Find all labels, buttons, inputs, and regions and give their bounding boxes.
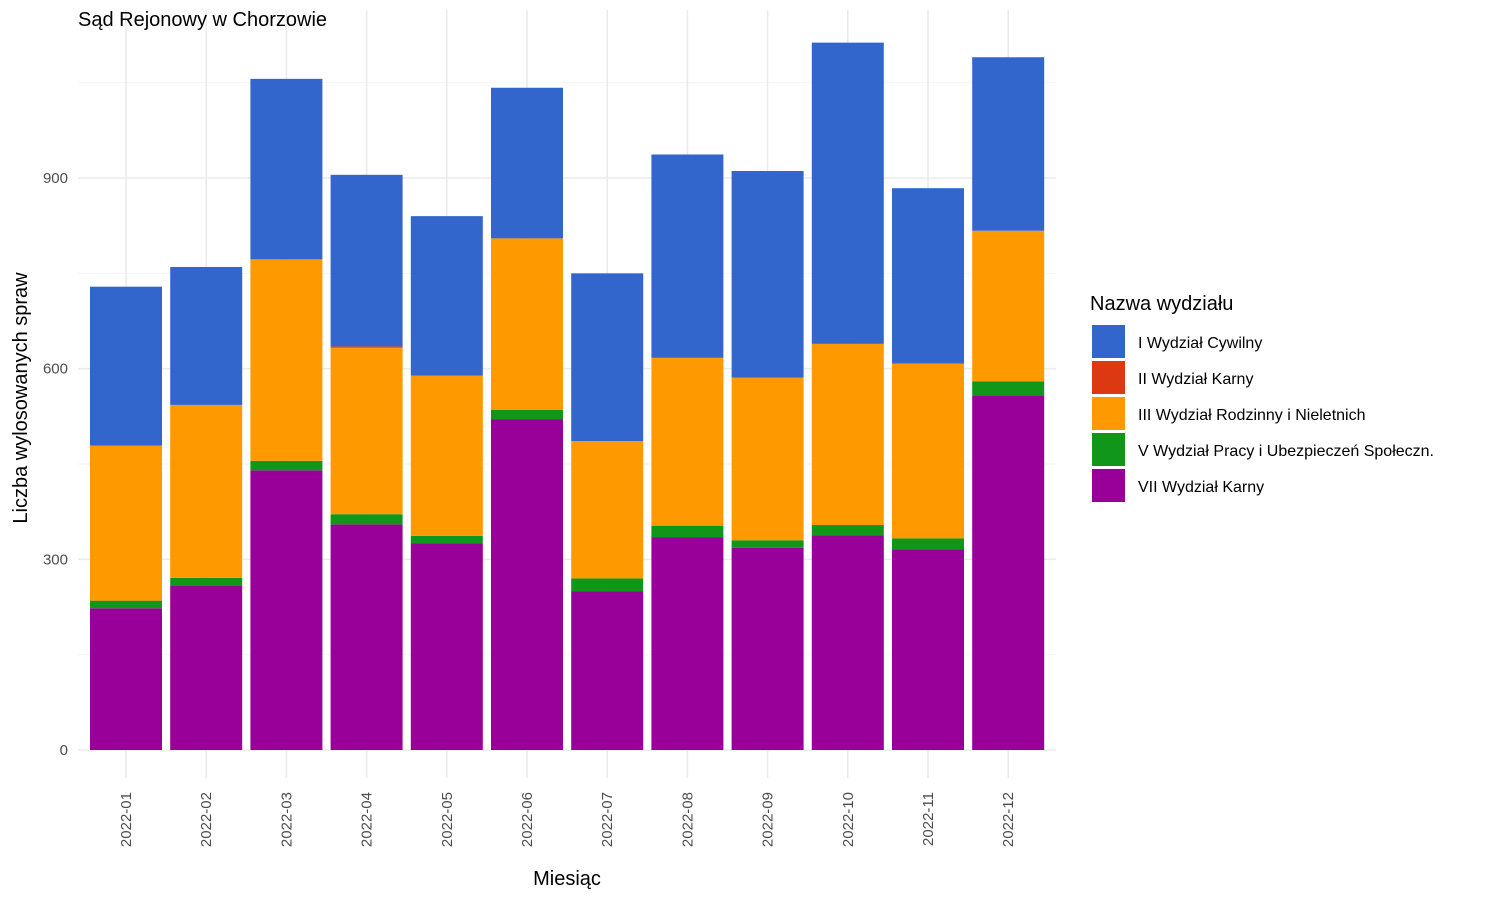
bar-segment bbox=[972, 57, 1045, 231]
bar-segment bbox=[170, 586, 243, 750]
legend-label: VII Wydział Karny bbox=[1138, 479, 1264, 496]
x-tick-label: 2022-06 bbox=[519, 792, 536, 847]
bar-segment bbox=[651, 525, 724, 538]
y-tick-label: 600 bbox=[43, 361, 68, 378]
x-tick-label: 2022-01 bbox=[118, 792, 135, 847]
legend-label: V Wydział Pracy i Ubezpieczeń Społeczn. bbox=[1138, 443, 1434, 460]
bar-segment bbox=[892, 188, 964, 363]
bar-segment bbox=[811, 42, 884, 344]
bar-segment bbox=[571, 578, 644, 592]
bar-segment bbox=[491, 419, 563, 750]
bar-segment bbox=[491, 87, 563, 239]
bar-segment bbox=[811, 343, 884, 526]
bar-segment bbox=[972, 381, 1045, 396]
bar-segment bbox=[90, 600, 162, 609]
bar-segment bbox=[651, 154, 724, 358]
x-tick-label: 2022-05 bbox=[439, 792, 456, 847]
bar-segment bbox=[892, 362, 964, 364]
x-tick-label: 2022-04 bbox=[359, 792, 376, 847]
bar-segment bbox=[330, 174, 403, 347]
bar-segment bbox=[811, 535, 884, 750]
bar-segment bbox=[410, 535, 483, 544]
bar-segment bbox=[330, 347, 403, 515]
bar-segment bbox=[90, 445, 162, 601]
legend-swatch bbox=[1092, 325, 1125, 358]
y-tick-label: 900 bbox=[43, 170, 68, 187]
bar-segment bbox=[250, 470, 323, 750]
x-tick-label: 2022-02 bbox=[198, 792, 215, 847]
x-axis-ticks: 2022-01 2022-02 2022-03 2022-04 2022-05 2022-… bbox=[118, 792, 1017, 847]
bar-segment bbox=[250, 259, 323, 461]
chart-title: Sąd Rejonowy w Chorzowie bbox=[78, 9, 327, 31]
bar-segment bbox=[330, 524, 403, 750]
bar-segment bbox=[571, 591, 644, 750]
bar-segment bbox=[892, 363, 964, 539]
bar-segment bbox=[330, 346, 403, 348]
bar-segment bbox=[731, 377, 804, 541]
legend-swatch bbox=[1092, 361, 1125, 394]
y-tick-label: 300 bbox=[43, 551, 68, 568]
legend-label: III Wydział Rodzinny i Nieletnich bbox=[1138, 407, 1366, 424]
bar-segment bbox=[571, 441, 644, 579]
legend: Nazwa wydziału I Wydział Cywilny II Wydzi… bbox=[1090, 293, 1434, 502]
bars bbox=[90, 42, 1045, 750]
legend-swatch bbox=[1092, 397, 1125, 430]
bar-segment bbox=[170, 577, 243, 587]
bar-segment bbox=[972, 230, 1045, 382]
bar-segment bbox=[330, 514, 403, 525]
x-axis-title: Miesiąc bbox=[533, 868, 601, 890]
bar-segment bbox=[731, 540, 804, 548]
bar-segment bbox=[90, 608, 162, 750]
bar-segment bbox=[892, 538, 964, 550]
bar-segment bbox=[651, 537, 724, 750]
bar-segment bbox=[170, 266, 243, 405]
bar-segment bbox=[250, 78, 323, 260]
bar-segment bbox=[491, 238, 563, 410]
bar-segment bbox=[90, 286, 162, 446]
bar-segment bbox=[731, 171, 804, 378]
bar-segment bbox=[811, 525, 884, 536]
y-axis-title: Liczba wylosowanych spraw bbox=[10, 272, 32, 524]
x-tick-label: 2022-07 bbox=[599, 792, 616, 847]
x-tick-label: 2022-11 bbox=[920, 792, 937, 846]
bar-segment bbox=[491, 409, 563, 420]
legend-label: I Wydział Cywilny bbox=[1138, 335, 1262, 352]
legend-label: II Wydział Karny bbox=[1138, 371, 1253, 388]
bar-segment bbox=[170, 404, 243, 578]
y-axis-ticks: 0 300 600 900 bbox=[43, 170, 68, 759]
legend-swatch bbox=[1092, 433, 1125, 466]
bar-segment bbox=[250, 460, 323, 471]
bar-segment bbox=[410, 375, 483, 536]
bar-segment bbox=[731, 547, 804, 750]
legend-swatch bbox=[1092, 469, 1125, 502]
y-tick-label: 0 bbox=[60, 742, 68, 759]
x-tick-label: 2022-08 bbox=[679, 792, 696, 847]
bar-segment bbox=[571, 273, 644, 442]
legend-items: I Wydział Cywilny II Wydział Karny III Wyd… bbox=[1092, 325, 1434, 502]
x-tick-label: 2022-03 bbox=[278, 792, 295, 847]
bar-segment bbox=[410, 543, 483, 750]
x-tick-label: 2022-10 bbox=[840, 792, 857, 847]
bar-segment bbox=[651, 357, 724, 526]
x-tick-label: 2022-12 bbox=[1000, 792, 1017, 847]
bar-segment bbox=[892, 549, 964, 750]
bar-segment bbox=[972, 395, 1045, 750]
bar-segment bbox=[410, 216, 483, 376]
legend-title: Nazwa wydziału bbox=[1090, 293, 1233, 315]
x-tick-label: 2022-09 bbox=[760, 792, 777, 847]
